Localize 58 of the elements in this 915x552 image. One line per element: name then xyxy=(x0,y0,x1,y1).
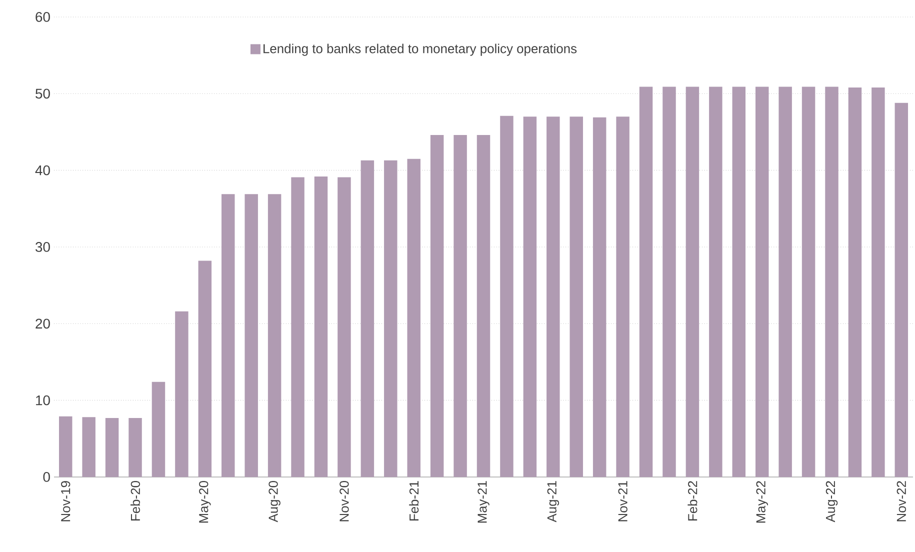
bar xyxy=(244,194,258,477)
bar xyxy=(592,117,606,477)
legend-label: Lending to banks related to monetary policy operations xyxy=(264,44,577,56)
bar xyxy=(872,88,885,477)
bar xyxy=(662,86,676,477)
bar xyxy=(709,86,722,477)
x-tick-label: Nov-20 xyxy=(340,481,349,522)
bar xyxy=(198,260,212,477)
bar xyxy=(384,160,398,477)
x-tick-label: Aug-21 xyxy=(547,481,560,522)
y-tick-label: 10 xyxy=(36,395,50,406)
bar xyxy=(523,116,537,477)
x-tick-label: Nov-19 xyxy=(61,481,70,522)
bar xyxy=(175,311,188,477)
x-tick-label: Feb-22 xyxy=(688,481,698,520)
x-tick-label: Feb-21 xyxy=(409,481,419,520)
bar xyxy=(407,158,420,477)
bar xyxy=(546,116,560,477)
x-tick-label: Feb-20 xyxy=(130,481,140,520)
bar xyxy=(894,102,908,477)
bar xyxy=(128,418,142,477)
y-tick-label: 30 xyxy=(36,242,50,252)
x-tick-label: Aug-20 xyxy=(268,481,280,522)
bar xyxy=(500,116,514,477)
y-tick-label: 20 xyxy=(36,318,50,329)
x-tick-label: Nov-21 xyxy=(618,481,628,522)
y-tick-label: 0 xyxy=(43,472,50,482)
bar xyxy=(639,86,653,477)
bar xyxy=(314,176,328,477)
bar xyxy=(360,160,374,477)
x-tick-label: May-22 xyxy=(756,481,768,523)
bar xyxy=(222,194,235,477)
bar xyxy=(616,116,630,477)
bar xyxy=(825,86,838,477)
bar xyxy=(755,86,769,477)
x-tick-label: May-21 xyxy=(478,481,490,523)
bar xyxy=(802,86,816,477)
x-tick-label: Nov-22 xyxy=(896,481,906,522)
y-tick-label: 50 xyxy=(36,88,50,99)
bar xyxy=(570,116,583,477)
bar xyxy=(82,417,96,477)
bar xyxy=(105,418,119,477)
bar xyxy=(338,177,351,477)
bar xyxy=(476,135,490,477)
y-tick-label: 40 xyxy=(35,165,50,176)
bar xyxy=(59,416,72,477)
bar xyxy=(152,382,166,477)
bar xyxy=(454,135,467,477)
x-tick-label: Aug-22 xyxy=(826,481,838,522)
bar xyxy=(430,135,444,477)
bar xyxy=(291,177,304,477)
bar xyxy=(848,88,862,477)
y-tick-label: 60 xyxy=(36,12,50,22)
bar xyxy=(778,86,792,477)
bar xyxy=(732,86,746,477)
bar xyxy=(268,194,282,477)
bar xyxy=(686,86,700,477)
x-tick-label: May-20 xyxy=(199,481,211,523)
